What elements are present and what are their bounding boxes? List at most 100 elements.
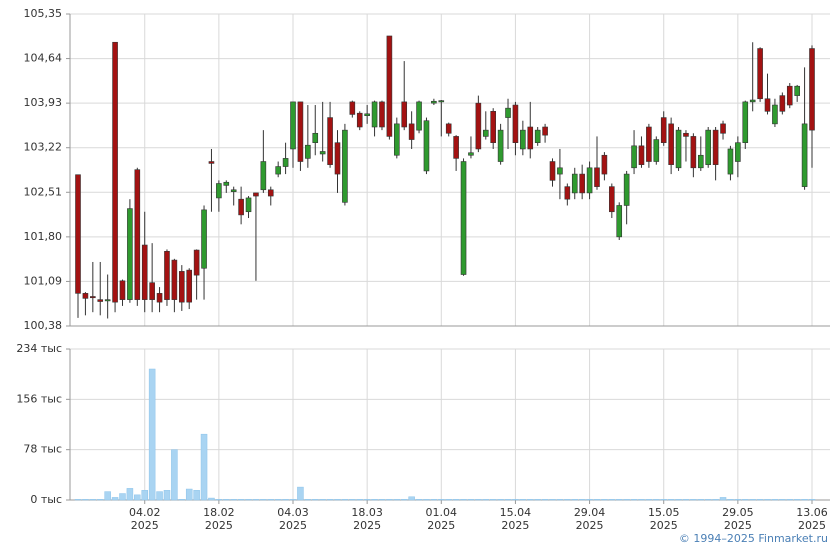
volume-bar xyxy=(304,499,312,501)
candle-body xyxy=(505,107,511,118)
candle-body xyxy=(772,104,778,125)
volume-bar xyxy=(734,499,742,501)
candle-body xyxy=(312,132,319,143)
x-tick-label: 04.02 2025 xyxy=(128,506,161,532)
candle-body xyxy=(727,148,734,175)
candle-body xyxy=(119,280,126,300)
candle-body xyxy=(149,282,155,300)
volume-bar xyxy=(126,488,134,501)
candle-body xyxy=(764,98,771,112)
volume-bar xyxy=(415,499,423,501)
volume-bar xyxy=(638,499,645,501)
volume-bar xyxy=(497,499,504,501)
x-tick-label: 29.05 2025 xyxy=(722,506,754,532)
candle-body xyxy=(579,173,585,194)
volume-bar xyxy=(119,493,126,501)
volume-bar xyxy=(601,499,608,501)
volume-bar xyxy=(534,499,541,501)
volume-bar xyxy=(467,499,475,501)
y-tick-label: 104,64 xyxy=(24,52,63,65)
candle-body xyxy=(742,101,749,143)
volume-bar xyxy=(400,499,408,501)
volume-bar xyxy=(630,499,638,501)
candle-body xyxy=(809,48,815,131)
candle-body xyxy=(112,41,118,303)
volume-bar xyxy=(430,499,438,501)
candle-body xyxy=(616,205,623,238)
volume-bar xyxy=(408,496,415,501)
candle-body xyxy=(431,100,437,104)
x-tick-label: 01.04 2025 xyxy=(425,506,458,532)
candle-body xyxy=(757,48,763,100)
volume-bar xyxy=(438,499,445,501)
volume-bar xyxy=(793,499,801,501)
volume-bar xyxy=(452,499,460,501)
volume-bar xyxy=(475,499,482,501)
volume-bar xyxy=(356,499,363,501)
volume-bar xyxy=(312,499,319,501)
x-tick-label: 04.03 2025 xyxy=(277,506,309,532)
x-tick-label: 18.02 2025 xyxy=(203,506,235,532)
volume-bar xyxy=(786,499,794,501)
candle-body xyxy=(386,35,393,137)
candle-body xyxy=(90,296,96,299)
volume-bar xyxy=(771,499,779,501)
volume-bar xyxy=(289,499,297,501)
candle-body xyxy=(475,102,482,150)
candle-body xyxy=(297,101,304,162)
candle-body xyxy=(193,249,200,276)
volume-bar xyxy=(808,499,816,501)
candle-body xyxy=(164,250,170,300)
volume-bar xyxy=(341,499,349,501)
volume-bar xyxy=(423,499,430,501)
volume-bar xyxy=(282,499,289,501)
y-tick-label: 100,38 xyxy=(24,319,63,332)
candle-body xyxy=(327,117,333,165)
candle-body xyxy=(216,183,222,199)
volume-bar xyxy=(527,499,534,501)
candle-body xyxy=(779,95,786,112)
candle-body xyxy=(683,132,689,137)
volume-bar xyxy=(89,499,97,501)
credit: © 1994–2025 Finmarket.ru xyxy=(678,532,828,545)
y-tick-label: 101,09 xyxy=(24,274,63,287)
volume-bar xyxy=(682,499,690,501)
volume-bar xyxy=(393,499,401,501)
candle-body xyxy=(379,101,385,128)
candle-body xyxy=(571,173,578,194)
candle-body xyxy=(801,123,808,187)
candle-body xyxy=(127,208,133,300)
y-tick-label: 102,51 xyxy=(24,185,63,198)
candle-body xyxy=(260,161,267,191)
candle-body xyxy=(282,158,289,167)
volume-bar xyxy=(163,490,171,501)
candle-body xyxy=(542,126,548,136)
volume-bar xyxy=(704,499,712,501)
candle-body xyxy=(245,197,252,213)
candle-body xyxy=(735,142,741,162)
volume-bar xyxy=(237,499,245,501)
volume-bar xyxy=(245,499,252,501)
volume-bar xyxy=(660,499,667,501)
y-tick-label: 101,80 xyxy=(24,230,63,243)
x-tick-label: 15.04 2025 xyxy=(499,506,532,532)
candle-body xyxy=(549,161,556,181)
candle-body xyxy=(416,101,422,131)
volume-bar xyxy=(171,449,178,501)
candle-body xyxy=(82,293,89,299)
candle-body xyxy=(334,142,341,175)
volume-bar xyxy=(623,499,630,501)
volume-bar xyxy=(363,499,371,501)
candle-body xyxy=(141,244,148,300)
volume-bar xyxy=(297,486,304,501)
volume-bar xyxy=(556,499,564,501)
volume-bar xyxy=(697,499,705,501)
volume-bar xyxy=(82,499,89,501)
candle-body xyxy=(253,192,259,197)
candle-body xyxy=(445,123,452,134)
candle-body xyxy=(749,99,756,103)
volume-bar xyxy=(675,499,682,501)
volume-bar xyxy=(460,499,467,501)
y-tick-label: 234 тыс xyxy=(16,342,62,355)
